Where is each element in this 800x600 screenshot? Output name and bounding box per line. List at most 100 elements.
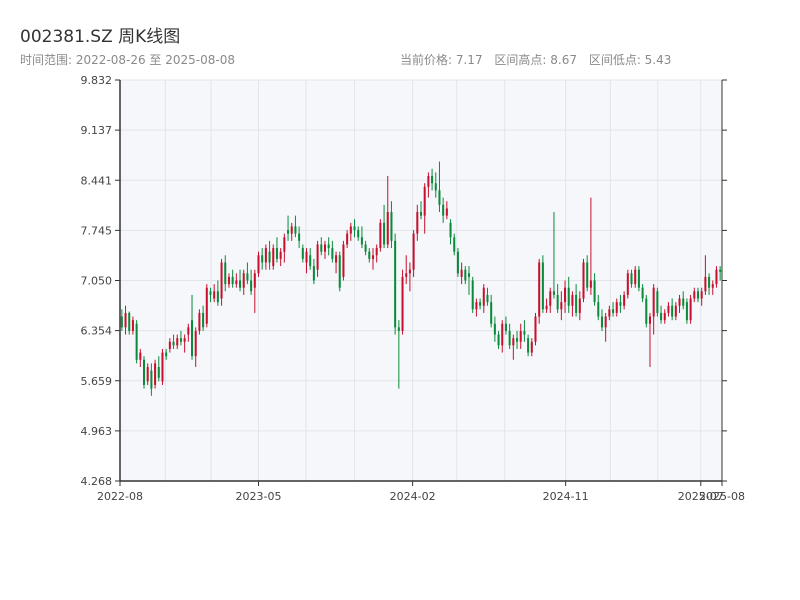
candle-body [346,233,349,245]
candle-body [146,366,149,382]
candle-body [405,273,408,277]
candle-body [641,287,644,299]
candle-body [719,269,722,272]
x-tick-label: 2023-05 [236,490,282,503]
candle-body [512,338,515,346]
candle-body [538,262,541,317]
candle-body [604,316,607,328]
candle-body [586,262,589,288]
candle-body [597,302,600,317]
candle-body [257,255,260,274]
candle-body [552,291,555,295]
candle-body [467,273,471,277]
x-tick-label: 2024-11 [543,490,589,503]
candle-body [704,276,707,292]
candle-body [541,262,544,310]
candle-body [501,323,504,346]
candle-body [626,273,629,295]
candle-body [224,262,227,285]
candle-body [139,352,142,360]
candle-body [287,230,290,234]
candle-body [209,291,212,295]
candle-body [615,302,618,313]
candle-body [696,291,700,299]
candle-body [660,312,663,321]
candle-body [663,312,666,321]
candle-body [534,316,537,342]
candle-body [471,280,474,310]
candle-body [154,363,157,386]
candle-body [600,316,603,328]
candle-body [383,222,386,245]
candle-body [198,312,201,331]
y-tick-label: 4.963 [81,425,113,438]
x-tick-label: 2025-08 [699,490,745,503]
candle-body [349,226,352,234]
candle-body [375,248,378,256]
candle-body [482,287,485,306]
candles [120,161,722,396]
candle-body [408,269,411,274]
candle-body [231,276,234,285]
candle-body [497,334,500,346]
candle-body [264,248,267,263]
candle-body [419,212,423,216]
candle-body [128,312,131,331]
candle-body [527,338,530,353]
candle-body [390,212,393,241]
candle-body [634,269,637,285]
candle-body [331,248,334,259]
candle-body [120,316,123,328]
candle-body [685,302,688,321]
candle-body [445,208,448,216]
candle-body [239,280,242,288]
candle-body [578,298,581,313]
candle-body [309,255,312,267]
y-tick-label: 9.137 [81,124,113,137]
candle-body [261,255,264,263]
candle-body [674,305,677,317]
candle-body [213,291,216,299]
candle-body [575,294,578,313]
candle-body [667,305,670,313]
candle-body [689,298,692,321]
candle-body [530,341,533,353]
candle-body [556,294,559,310]
candle-body [493,323,496,335]
candle-body [131,320,134,331]
candle-body [194,330,197,357]
date-range-subtitle: 时间范围: 2022-08-26 至 2025-08-08 [20,53,235,67]
candle-body [678,298,681,306]
candle-body [431,175,434,184]
candle-body [711,284,714,288]
candle-body [205,287,208,324]
candle-body [700,291,703,299]
candle-body [434,183,437,191]
candle-body [453,237,456,252]
candle-body [246,273,249,281]
candle-body [394,240,397,328]
candle-body [630,273,633,285]
candle-body [165,352,168,357]
y-tick-label: 9.832 [81,74,113,87]
candle-body [456,251,459,274]
candle-body [135,323,138,360]
candle-body [253,273,256,288]
candle-body [364,244,367,252]
candle-body [235,280,238,285]
candle-body [460,269,463,277]
candle-body [397,327,400,331]
candle-body [656,291,659,313]
candle-body [519,330,522,342]
x-tick-label: 2025-07 [678,490,724,503]
candle-body [191,320,194,357]
candle-body [305,251,308,263]
candle-body [412,233,415,270]
candle-body [216,291,219,303]
grid-lines [120,79,722,482]
candle-body [268,251,271,263]
candle-body [220,262,223,299]
candle-body [449,222,452,238]
x-tick-label: 2022-08 [97,490,143,503]
